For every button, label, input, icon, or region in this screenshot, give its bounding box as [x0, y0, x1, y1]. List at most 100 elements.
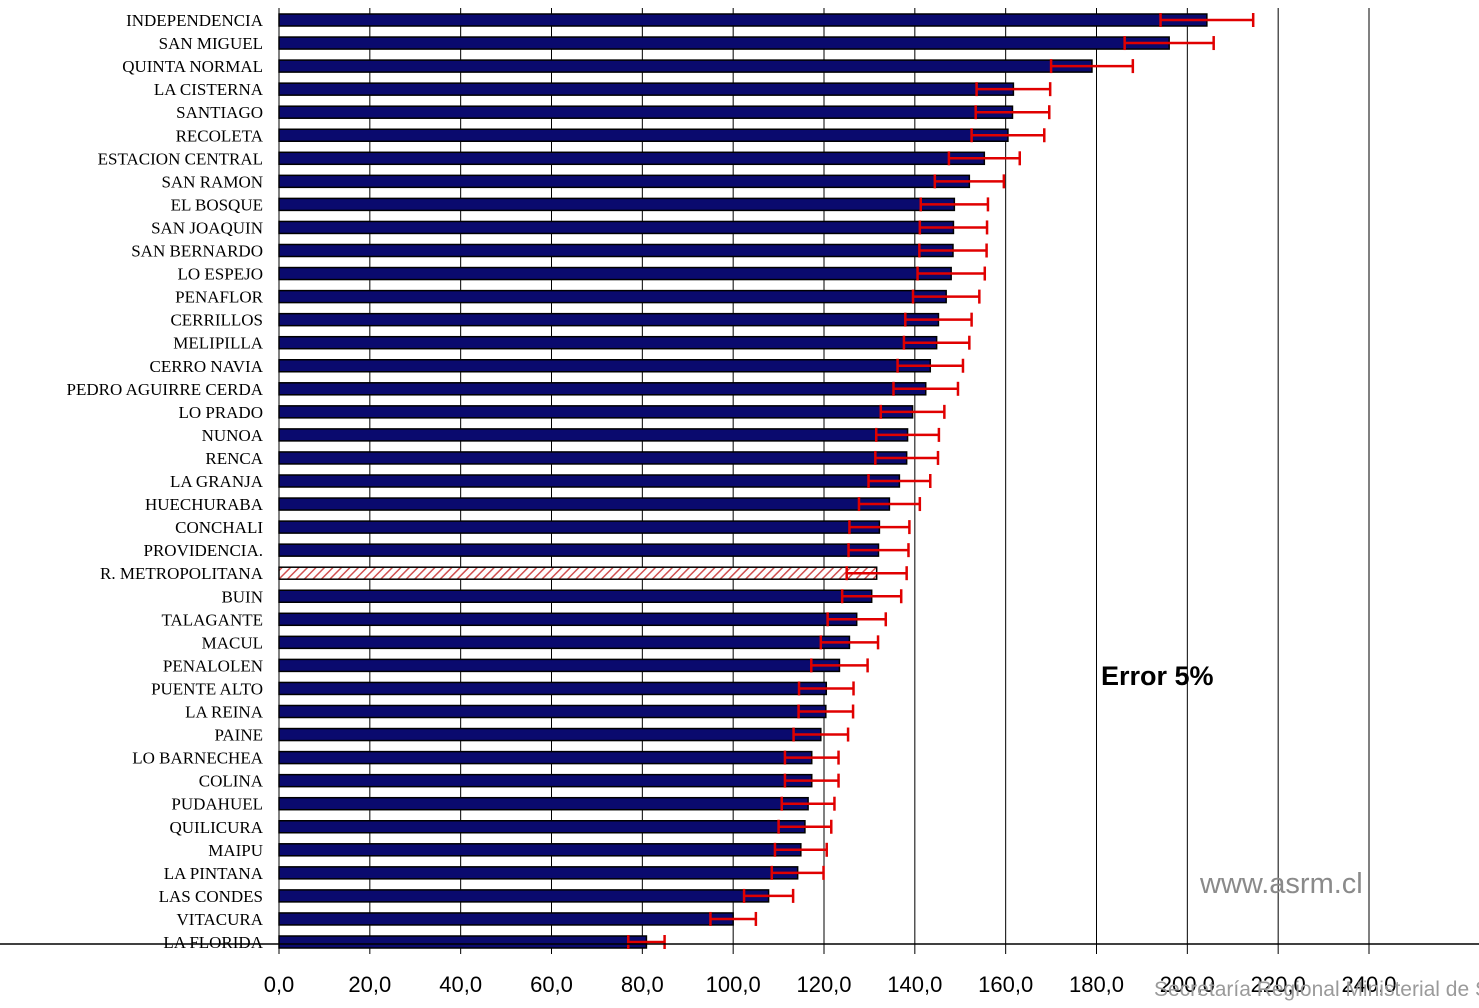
bar: [278, 866, 799, 880]
bar: [278, 704, 827, 719]
bar: [278, 289, 947, 304]
x-tick-label: 60,0: [530, 972, 573, 997]
bar: [278, 335, 938, 350]
category-labels: INDEPENDENCIA SAN MIGUEL QUINTA NORMAL LA C…: [67, 11, 264, 952]
category-label: MACUL: [202, 633, 263, 652]
category-label: QUILICURA: [170, 818, 264, 837]
category-label: LA GRANJA: [170, 472, 264, 491]
bar: [278, 589, 873, 603]
bar: [278, 727, 822, 742]
bar: [278, 382, 927, 396]
bar: [278, 520, 881, 534]
category-label: CONCHALI: [175, 518, 263, 537]
bar: [278, 105, 1014, 119]
bars: [278, 13, 1208, 949]
bar: [278, 843, 802, 857]
category-label: LO ESPEJO: [178, 265, 263, 284]
category-label: PAINE: [215, 726, 264, 745]
category-label: SAN BERNARDO: [131, 242, 263, 261]
category-label: SAN MIGUEL: [159, 34, 263, 53]
bar: [278, 266, 952, 281]
category-label: PENALOLEN: [163, 656, 263, 675]
bar: [278, 312, 940, 327]
bar: [278, 174, 971, 189]
category-label: LA REINA: [185, 703, 264, 722]
category-label: BUIN: [221, 587, 263, 606]
category-label: SANTIAGO: [176, 103, 263, 122]
category-label: RENCA: [205, 449, 263, 468]
category-label: EL BOSQUE: [171, 195, 263, 214]
category-label: TALAGANTE: [161, 610, 263, 629]
bar: [278, 612, 858, 627]
x-tick-label: 160,0: [978, 972, 1033, 997]
category-label: CERRILLOS: [170, 311, 263, 330]
bar: [278, 635, 851, 650]
category-label: LA FLORIDA: [163, 933, 263, 952]
x-tick-label: 80,0: [621, 972, 664, 997]
category-label: PUDAHUEL: [171, 795, 263, 814]
bar: [278, 59, 1093, 73]
category-label: INDEPENDENCIA: [126, 11, 264, 30]
bar: [278, 773, 813, 788]
bar: [278, 151, 986, 166]
bar: [278, 497, 891, 511]
error-annotation: Error 5%: [1101, 661, 1214, 691]
bar: [278, 243, 954, 258]
bar: [278, 750, 813, 765]
x-tick-label: 220,0: [1251, 972, 1306, 997]
bar: [278, 796, 809, 811]
x-tick-label: 20,0: [348, 972, 391, 997]
category-label: HUECHURABA: [145, 495, 264, 514]
category-label: COLINA: [199, 772, 264, 791]
category-label: LAS CONDES: [159, 887, 263, 906]
category-label: LA CISTERNA: [154, 80, 264, 99]
category-label: CERRO NAVIA: [149, 357, 263, 376]
bar: [278, 359, 932, 373]
x-tick-label: 0,0: [264, 972, 295, 997]
category-label: LO PRADO: [178, 403, 263, 422]
category-label: RECOLETA: [176, 126, 264, 145]
category-label: LO BARNECHEA: [132, 749, 264, 768]
category-label: PROVIDENCIA.: [144, 541, 263, 560]
bar: [278, 935, 648, 949]
category-label: PEDRO AGUIRRE CERDA: [67, 380, 264, 399]
bar: [278, 912, 734, 926]
category-label: NUNOA: [202, 426, 264, 445]
bar: [278, 451, 908, 465]
bar: [278, 566, 878, 580]
bar: [278, 82, 1015, 96]
bar: [278, 405, 914, 419]
bar: [278, 13, 1208, 27]
category-label: PENAFLOR: [175, 288, 264, 307]
category-label: SAN JOAQUIN: [151, 218, 263, 237]
x-tick-label: 240,0: [1341, 972, 1396, 997]
category-label: SAN RAMON: [161, 172, 263, 191]
bar: [278, 474, 901, 488]
bar: [278, 128, 1009, 142]
x-tick-label: 200,0: [1160, 972, 1215, 997]
bar: [278, 36, 1170, 50]
bar: [278, 681, 828, 696]
category-label: MAIPU: [208, 841, 263, 860]
category-label: VITACURA: [177, 910, 264, 929]
x-tick-labels: 0,0 20,0 40,0 60,0 80,0 100,0 120,0 140,0 160,0 1…: [264, 972, 1397, 997]
x-tick-label: 100,0: [706, 972, 761, 997]
error-bars: [627, 13, 1255, 949]
bar: [278, 197, 956, 212]
category-label: MELIPILLA: [173, 334, 263, 353]
bar: [278, 889, 770, 903]
category-label: R. METROPOLITANA: [100, 564, 264, 583]
x-tick-label: 120,0: [796, 972, 851, 997]
bar: [278, 820, 806, 834]
watermark-url: www.asrm.cl: [1199, 868, 1363, 900]
bar: [278, 658, 841, 673]
bar: [278, 543, 880, 557]
footer-text: Secretaría Regional Ministerial de Salud: [1154, 978, 1479, 1001]
bar: [278, 428, 909, 442]
category-label: QUINTA NORMAL: [122, 57, 263, 76]
x-tick-label: 140,0: [887, 972, 942, 997]
x-tick-label: 40,0: [439, 972, 482, 997]
category-label: LA PINTANA: [164, 864, 264, 883]
category-label: ESTACION CENTRAL: [98, 149, 263, 168]
